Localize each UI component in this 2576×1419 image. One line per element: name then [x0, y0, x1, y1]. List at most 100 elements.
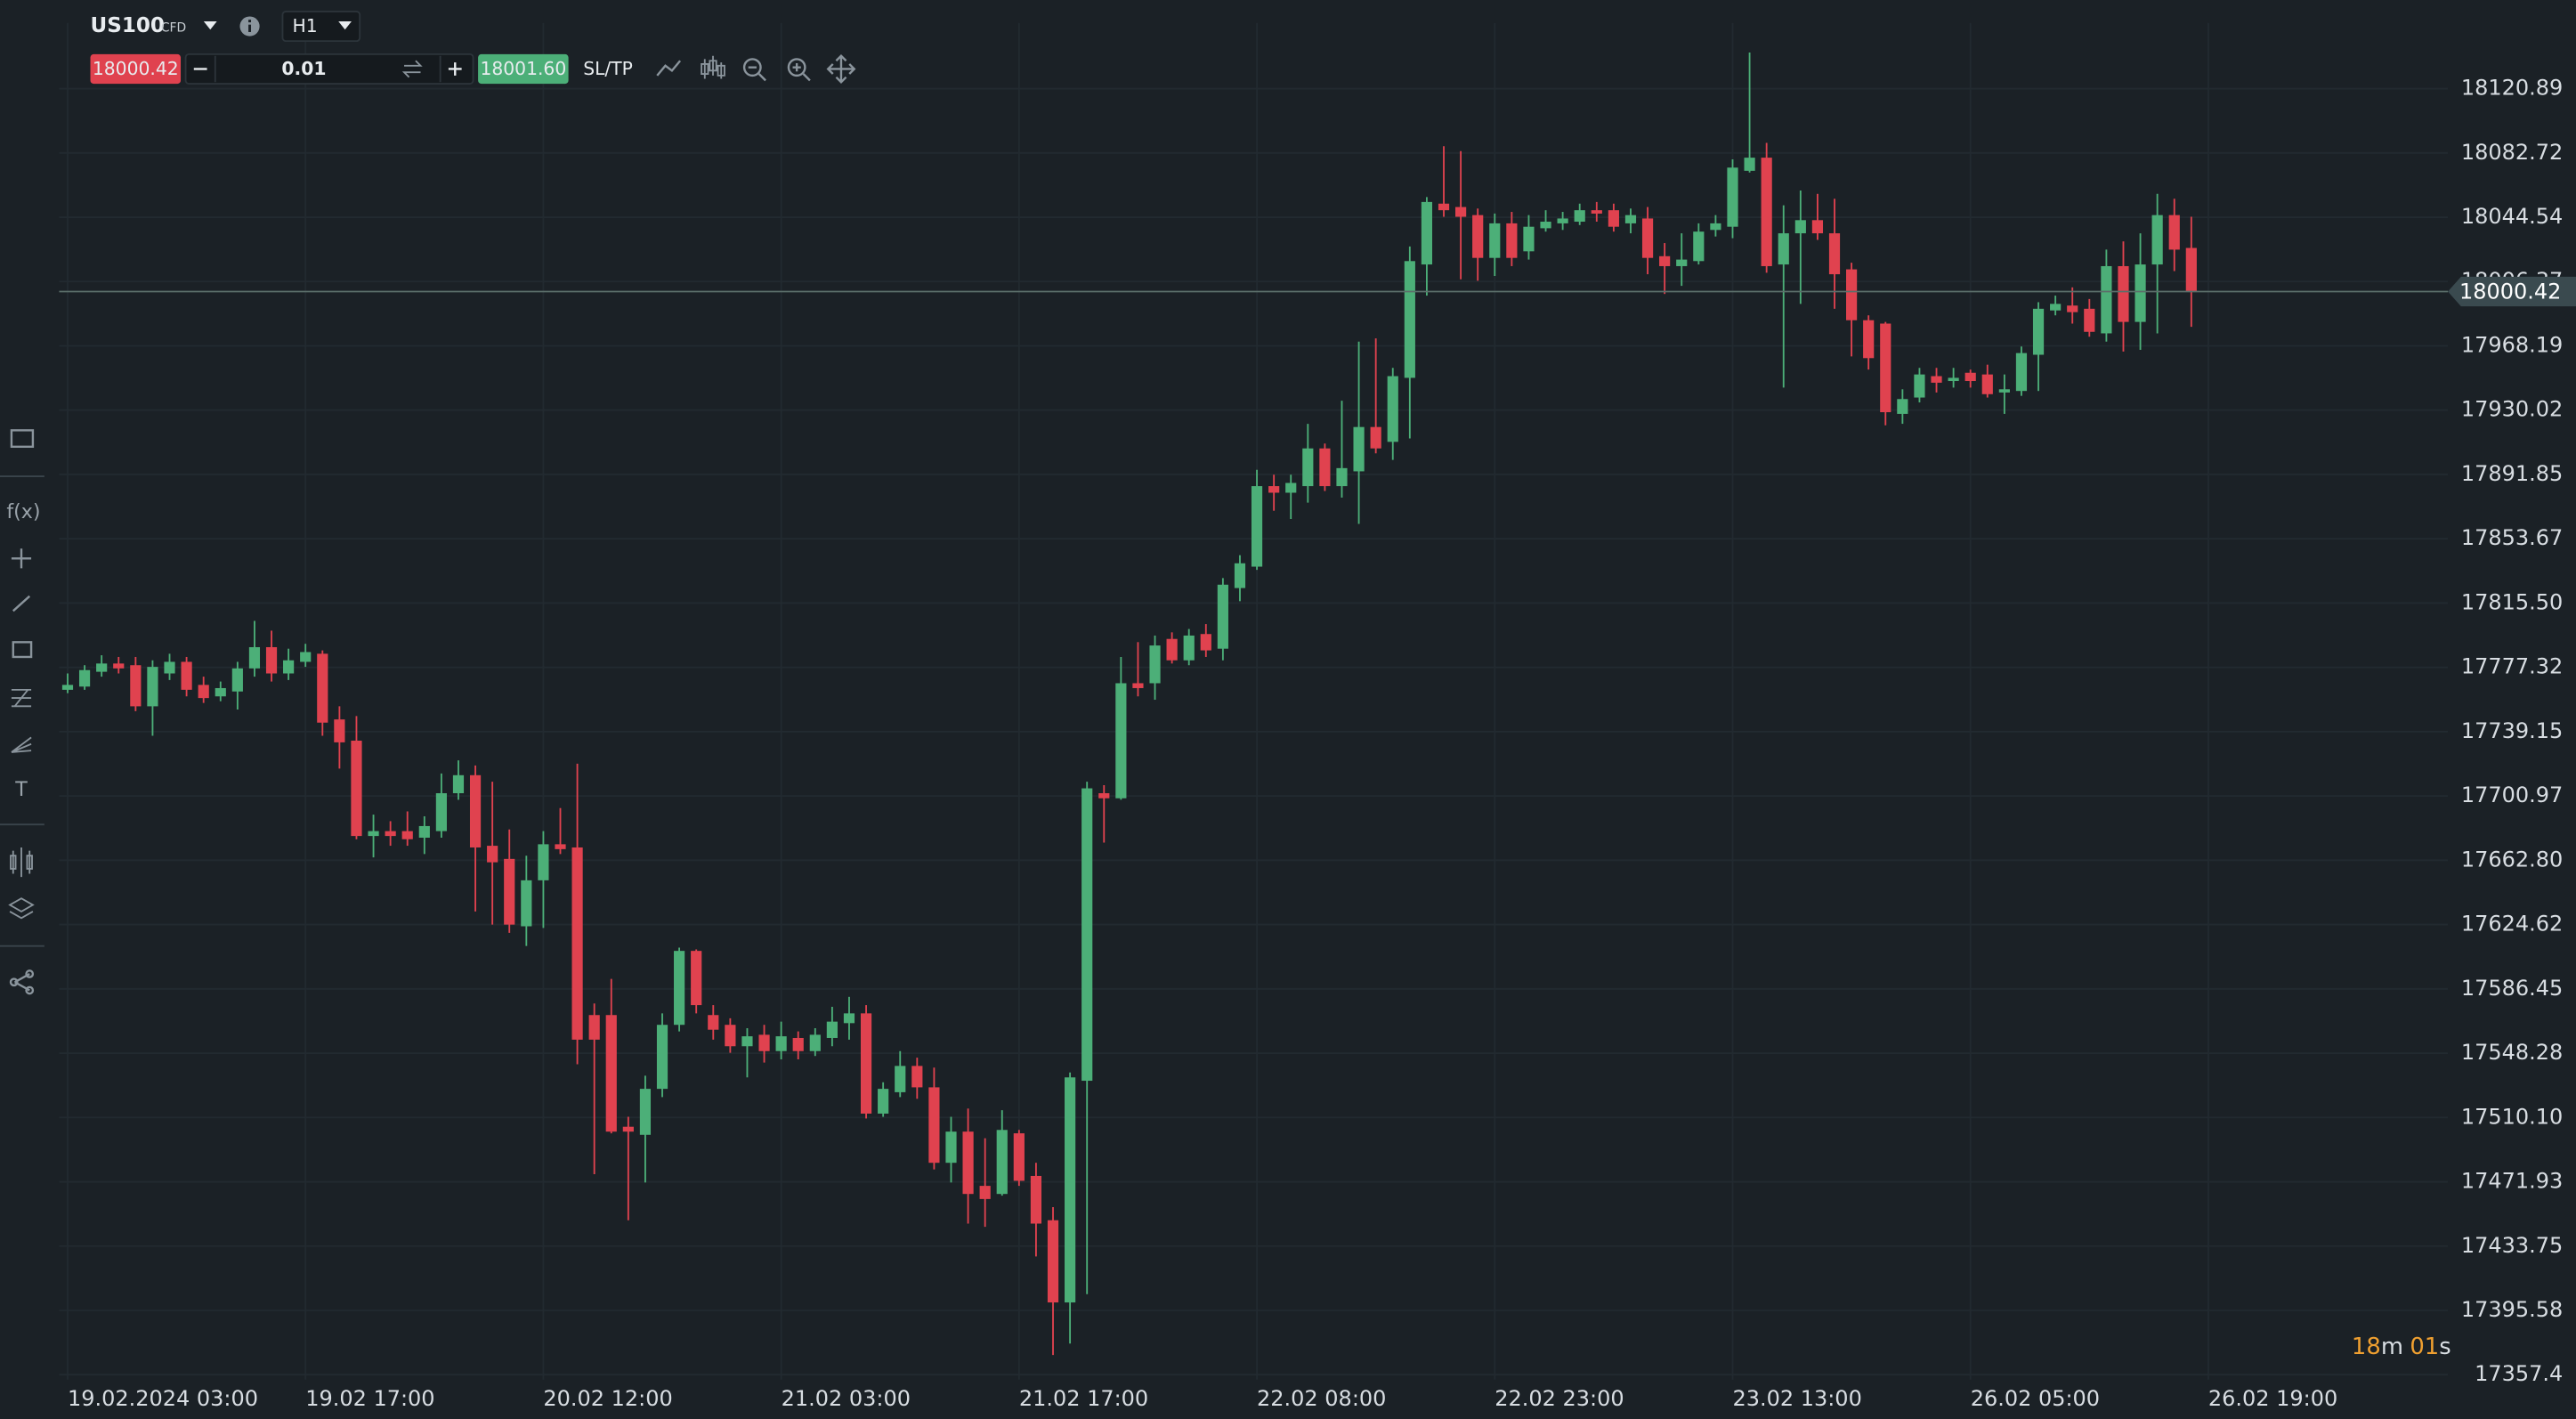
candle-body — [809, 1034, 821, 1051]
sltp-button[interactable]: SL/TP — [583, 58, 633, 79]
candle-body — [1914, 374, 1925, 398]
candle-body — [215, 687, 226, 697]
y-tick-label: 17624.62 — [2461, 912, 2563, 937]
candle-body — [198, 685, 209, 699]
price-tag — [2448, 276, 2576, 307]
screenshot-button[interactable] — [10, 429, 35, 449]
candle-body — [1744, 158, 1755, 171]
candle-body — [1710, 223, 1721, 231]
line-tool[interactable] — [12, 595, 31, 612]
candle-body — [2015, 353, 2028, 392]
zoom-out-glyph — [748, 66, 766, 82]
candle-body — [792, 1037, 804, 1051]
indicators-button[interactable]: f(x) — [6, 500, 40, 523]
lot-increase[interactable] — [448, 62, 462, 76]
candle-body — [758, 1034, 770, 1051]
rectangle-tool[interactable] — [12, 641, 33, 659]
candle-body — [1676, 259, 1688, 266]
y-tick-label: 17853.67 — [2461, 525, 2563, 550]
y-tick-label: 17357.4 — [2475, 1361, 2563, 1386]
candle-body — [1047, 1220, 1059, 1303]
layers-button[interactable] — [8, 897, 35, 920]
candle-body — [945, 1131, 957, 1164]
candle-body — [1574, 210, 1585, 223]
candle-body — [1336, 467, 1348, 487]
x-tick-label: 22.02 23:00 — [1495, 1386, 1624, 1411]
candle-body — [385, 831, 396, 837]
candle-body — [1998, 389, 2010, 393]
candle-body — [1438, 203, 1450, 211]
candle-body — [1081, 788, 1093, 1082]
candle-body — [1828, 233, 1841, 275]
candle-body — [504, 858, 515, 925]
text-tool[interactable]: T — [14, 778, 28, 801]
x-tick-label: 21.02 17:00 — [1019, 1386, 1148, 1411]
timeframe-select[interactable] — [281, 10, 361, 43]
sell-button[interactable] — [90, 53, 182, 85]
buy-button[interactable] — [478, 53, 569, 85]
symbol-dropdown[interactable] — [203, 20, 217, 30]
candle-body — [1608, 210, 1619, 227]
candle-body — [1115, 683, 1127, 799]
candle-body — [843, 1013, 855, 1024]
candle-body — [2168, 215, 2180, 250]
candle-body — [639, 1089, 652, 1135]
countdown-seconds-unit: s — [2439, 1333, 2450, 1359]
candle-body — [2067, 305, 2078, 312]
zoom-in-glyph — [792, 63, 811, 82]
crosshair-button[interactable] — [11, 548, 32, 569]
lot-size: 0.01 — [281, 58, 326, 79]
lot-toggle[interactable] — [401, 60, 423, 78]
y-tick-label: 17700.97 — [2461, 782, 2563, 807]
line-chart-button[interactable] — [656, 60, 682, 77]
y-tick-label: 18044.54 — [2461, 204, 2563, 229]
candle-body — [1404, 261, 1415, 378]
zoom-out-button[interactable] — [742, 58, 762, 77]
candle-body — [878, 1089, 889, 1114]
y-tick-label: 17471.93 — [2461, 1169, 2563, 1194]
zoom-in-button[interactable] — [787, 58, 806, 77]
candle-body — [741, 1036, 753, 1047]
candle-body — [588, 1015, 600, 1040]
candle-body — [1370, 426, 1381, 449]
y-tick-label: 17662.80 — [2461, 847, 2563, 872]
candle-chart-button[interactable] — [701, 55, 725, 79]
share-node — [25, 969, 35, 978]
info-glyph — [248, 24, 252, 32]
candle-body — [1098, 793, 1110, 799]
candle-body — [775, 1036, 787, 1051]
candle-body — [164, 661, 175, 674]
candle-body — [1013, 1133, 1025, 1181]
pan-button[interactable] — [826, 54, 856, 84]
y-tick-label: 18120.89 — [2461, 76, 2563, 101]
x-tick-label: 22.02 08:00 — [1257, 1386, 1386, 1411]
candle-body — [996, 1130, 1008, 1195]
timeframe-dropdown — [338, 20, 352, 30]
candle-body — [860, 1013, 872, 1114]
candle-body — [283, 660, 295, 674]
candle-body — [2118, 265, 2129, 322]
candle-body — [962, 1131, 974, 1195]
candle-body — [521, 880, 532, 927]
share-node — [9, 977, 19, 987]
candle-body — [1591, 210, 1602, 214]
candle-body — [1285, 482, 1297, 493]
candle-body — [538, 844, 549, 880]
y-tick-label: 17510.10 — [2461, 1104, 2563, 1129]
chart-type-button[interactable] — [10, 847, 33, 878]
lot-input[interactable] — [184, 53, 474, 85]
candle-body — [1319, 448, 1331, 487]
fibonacci-tool[interactable] — [11, 688, 32, 708]
countdown-minutes: 18 — [2352, 1333, 2381, 1359]
candle-body — [1353, 426, 1365, 472]
symbol[interactable]: US100 — [91, 14, 165, 37]
candle-body — [2032, 308, 2045, 355]
y-tick-label: 17815.50 — [2461, 589, 2563, 614]
share-node — [25, 985, 35, 995]
candle-body — [911, 1066, 923, 1088]
y-tick-label: 17586.45 — [2461, 976, 2563, 1001]
fan-tool[interactable] — [11, 736, 32, 753]
countdown-seconds: 01 — [2410, 1333, 2439, 1359]
